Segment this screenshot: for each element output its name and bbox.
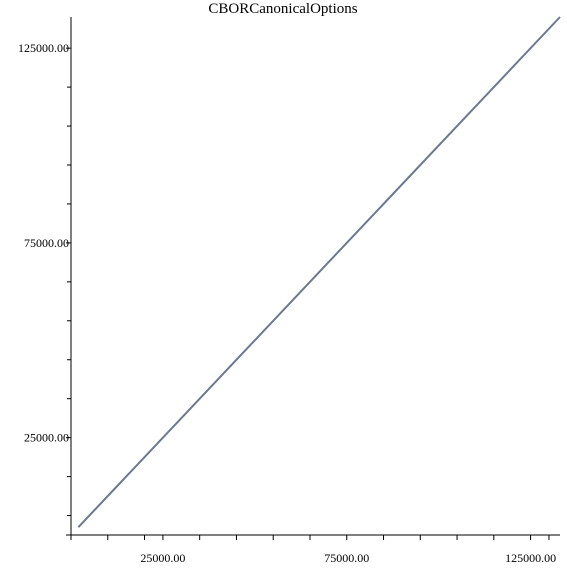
- series-line-0: [77, 16, 561, 528]
- series-layer: [77, 16, 561, 528]
- x-tick-label: 125000.00: [505, 551, 556, 565]
- y-tick-label: 75000.00: [24, 236, 69, 250]
- x-tick-label: 75000.00: [324, 551, 369, 565]
- chart-title: CBORCanonicalOptions: [208, 1, 357, 17]
- y-tick-label: 25000.00: [24, 431, 69, 445]
- axes: 25000.00 75000.00 125000.00 25000.00 75000.0…: [18, 17, 560, 565]
- x-tick-label: 25000.00: [140, 551, 185, 565]
- y-tick-label: 125000.00: [18, 41, 69, 55]
